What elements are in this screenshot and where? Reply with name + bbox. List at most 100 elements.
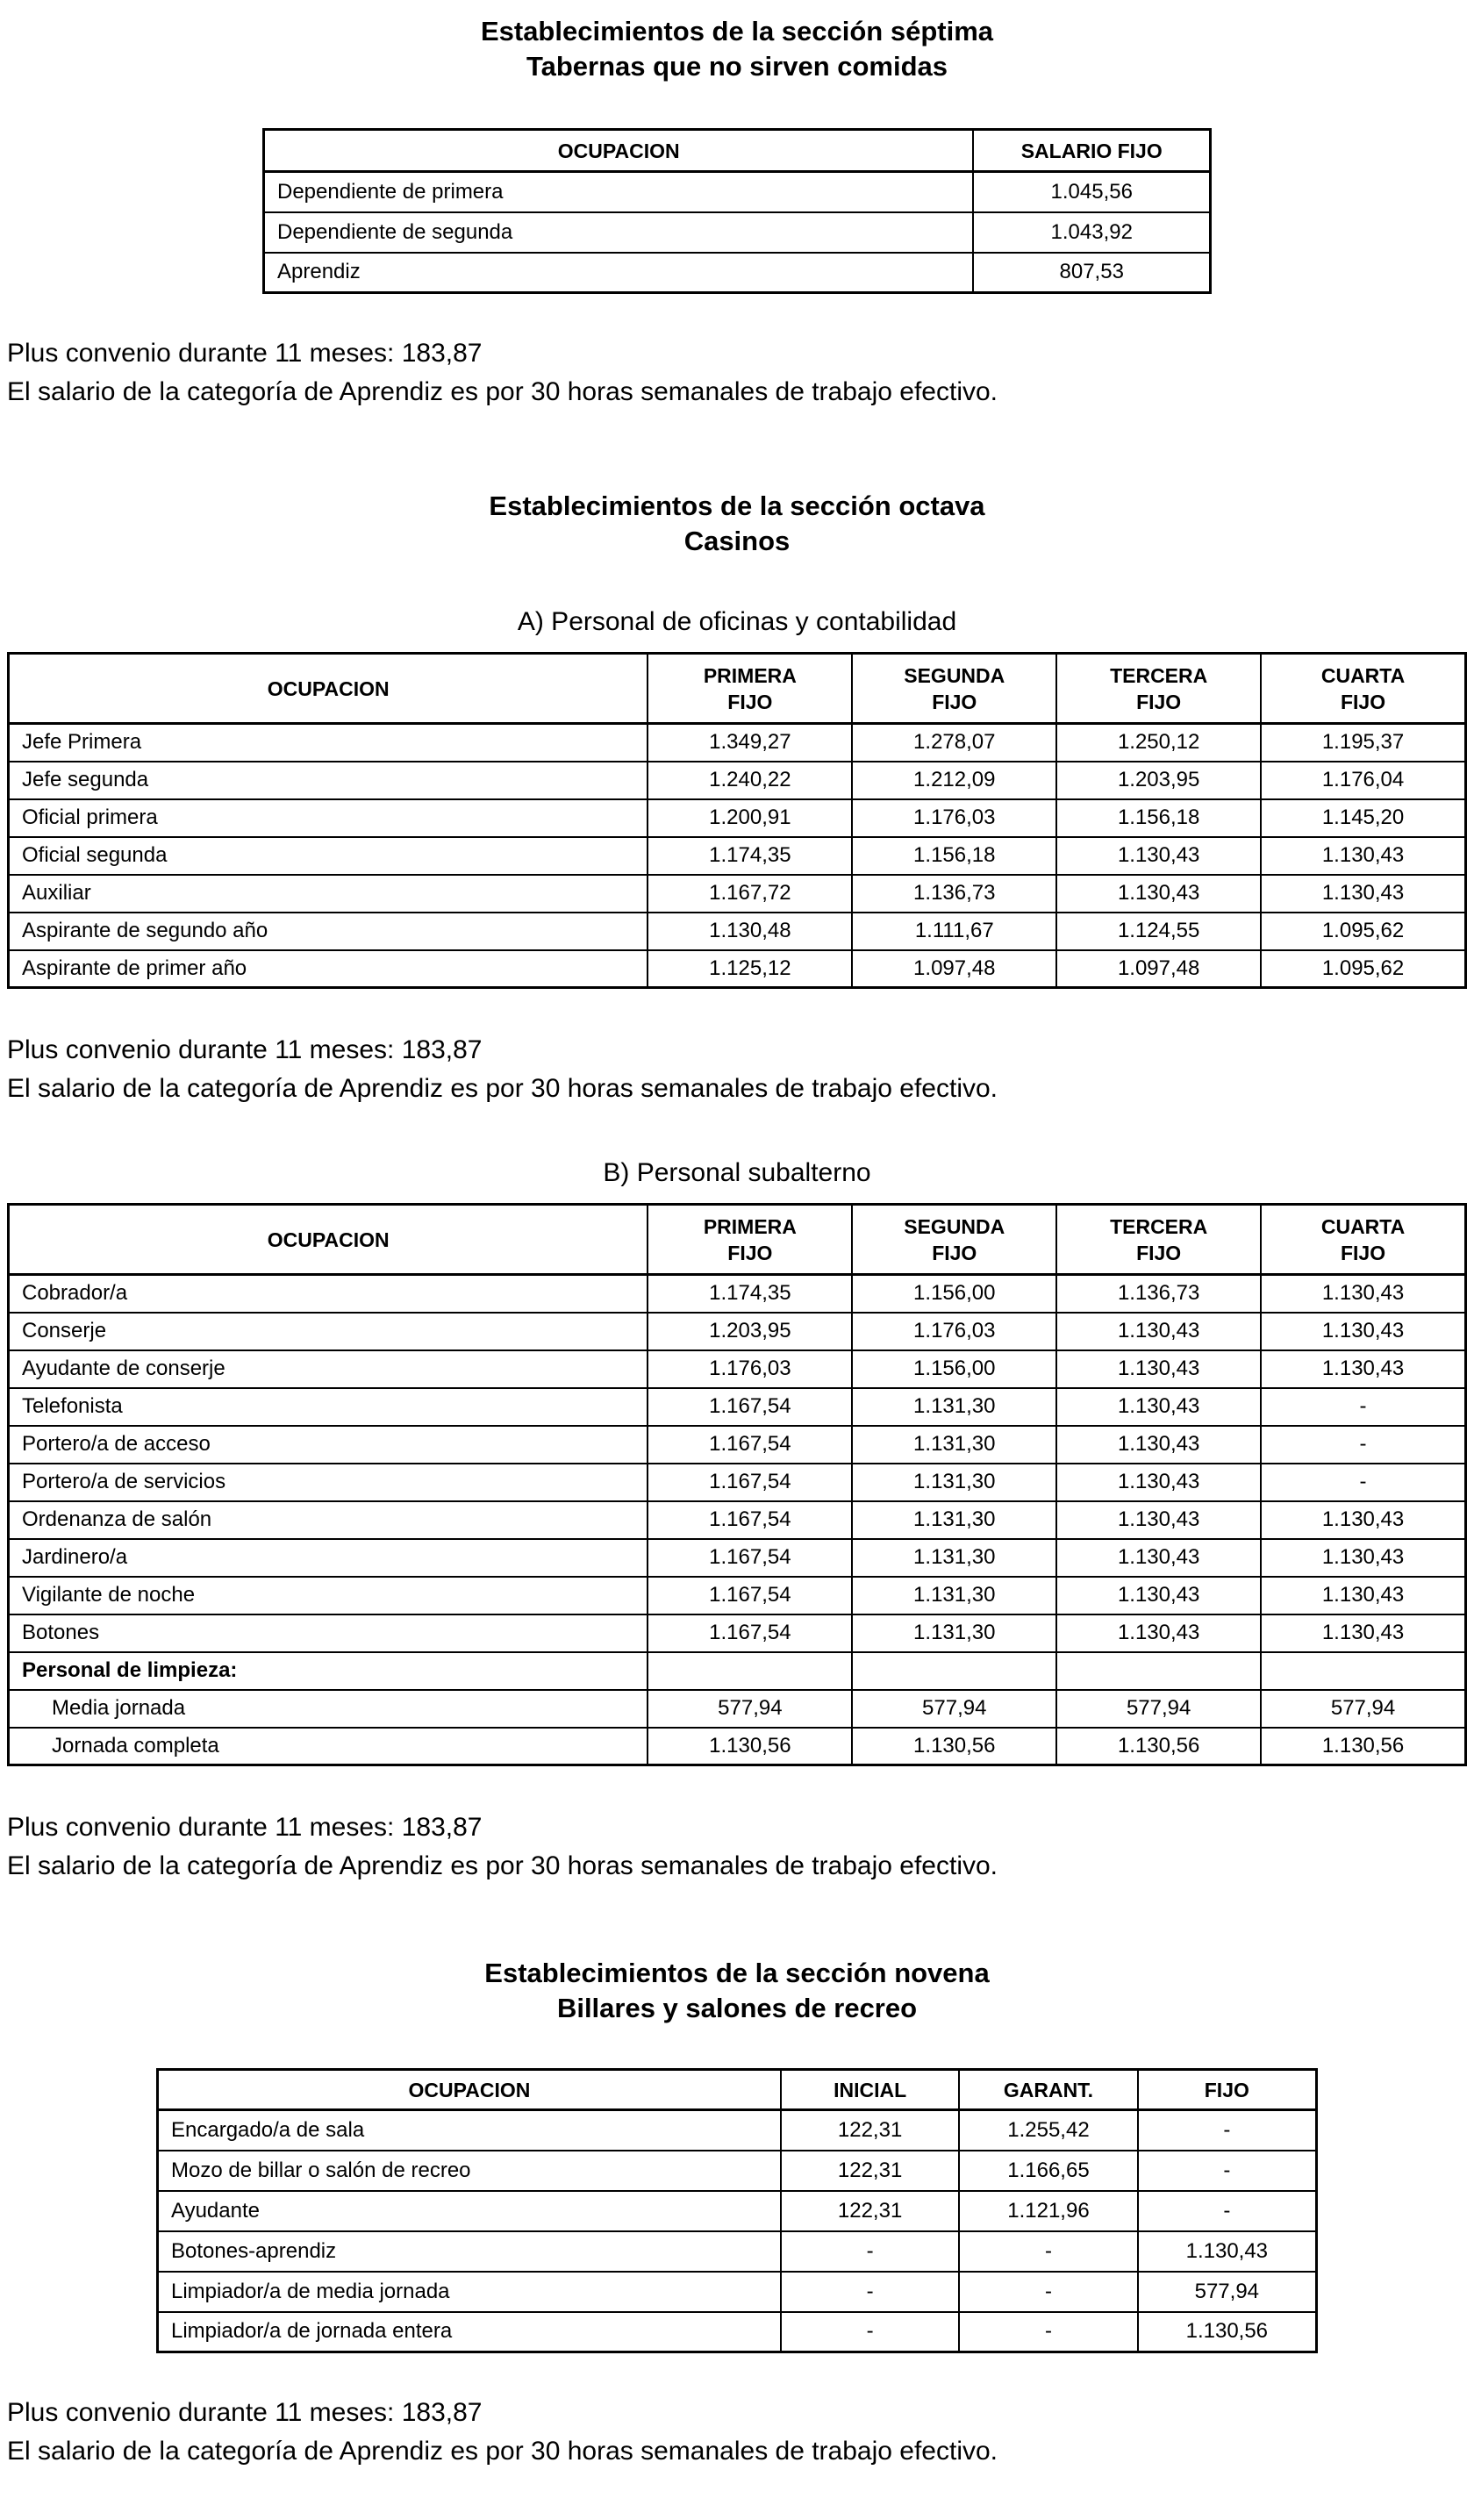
column-header: OCUPACION	[262, 128, 975, 173]
occupation-cell: Portero/a de acceso	[7, 1424, 649, 1464]
note-plus-convenio: Plus convenio durante 11 meses: 183,87	[7, 1813, 483, 1842]
value-cell: 1.130,43	[1260, 835, 1467, 876]
table-row: Auxiliar 1.167,72 1.136,73 1.130,43 1.130,43	[7, 873, 1467, 913]
value-cell: 577,94	[1136, 2270, 1318, 2313]
table-row: Limpiador/a de media jornada - -577,94	[156, 2270, 1318, 2313]
value-cell: 1.176,04	[1260, 760, 1467, 800]
table-row: Media jornada 577,94 577,94 577,94 577,94	[7, 1688, 1467, 1729]
billares-salary-table: OCUPACION INICIAL GARANT. FIJO Encargado/a d…	[156, 2068, 1318, 2353]
occupation-cell: Cobrador/a	[7, 1273, 649, 1314]
value-cell: 1.136,73	[1055, 1273, 1263, 1314]
table-row: Portero/a de servicios 1.167,54 1.131,30 1.…	[7, 1462, 1467, 1502]
value-cell	[647, 1650, 854, 1691]
value-cell: 1.167,54	[647, 1500, 854, 1540]
section9-notes: Plus convenio durante 11 meses: 183,87 E…	[0, 2394, 1474, 2471]
section7-title: Establecimientos de la sección séptima T…	[0, 14, 1474, 84]
table-row: Mozo de billar o salón de recreo 122,31 1.…	[156, 2149, 1318, 2192]
value-cell: 1.167,54	[647, 1462, 854, 1502]
value-cell: 1.130,43	[1055, 835, 1263, 876]
section7-title-line2: Tabernas que no sirven comidas	[526, 51, 948, 82]
table-row: Dependiente de segunda 1.043,92	[262, 211, 1212, 254]
occupation-cell: Jefe Primera	[7, 722, 649, 762]
value-cell: 1.167,54	[647, 1386, 854, 1427]
occupation-cell: Ordenanza de salón	[7, 1500, 649, 1540]
column-header: TERCERA FIJO	[1055, 652, 1263, 725]
value-cell	[851, 1650, 1058, 1691]
occupation-cell: Jardinero/a	[7, 1537, 649, 1578]
column-header: PRIMERA FIJO	[647, 652, 854, 725]
value-cell: 1.349,27	[647, 722, 854, 762]
section9-title: Establecimientos de la sección novena Bi…	[0, 1956, 1474, 2026]
value-cell: 1.240,22	[647, 760, 854, 800]
value-cell: 1.130,43	[1055, 1386, 1263, 1427]
note-plus-convenio: Plus convenio durante 11 meses: 183,87	[7, 339, 483, 368]
table-row: Aspirante de primer año 1.125,12 1.097,48 1…	[7, 949, 1467, 989]
value-cell: 1.200,91	[647, 798, 854, 838]
value-cell: 1.130,43	[1260, 1349, 1467, 1389]
occupation-cell: Conserje	[7, 1311, 649, 1351]
column-header: OCUPACION	[156, 2068, 782, 2111]
occupation-cell: Aspirante de primer año	[7, 949, 649, 989]
occupation-cell: Oficial primera	[7, 798, 649, 838]
value-cell: 1.130,56	[1136, 2310, 1318, 2353]
value-cell: 1.203,95	[647, 1311, 854, 1351]
value-cell: 1.167,54	[647, 1613, 854, 1653]
value-cell: 1.130,43	[1055, 1537, 1263, 1578]
value-cell: 1.130,43	[1260, 1273, 1467, 1314]
table-row: Oficial segunda 1.174,35 1.156,18 1.130,43 1…	[7, 835, 1467, 876]
value-cell: 1.156,18	[1055, 798, 1263, 838]
header-row: OCUPACION PRIMERA FIJO SEGUNDA FIJO TERCERA…	[7, 1203, 1467, 1276]
column-header: OCUPACION	[7, 652, 649, 725]
value-cell: 1.131,30	[851, 1575, 1058, 1615]
value-cell: 1.136,73	[851, 873, 1058, 913]
occupation-cell: Jefe segunda	[7, 760, 649, 800]
value-cell: 1.043,92	[972, 211, 1212, 254]
occupation-cell: Jornada completa	[7, 1726, 649, 1766]
value-cell: 1.130,56	[851, 1726, 1058, 1766]
table-row: Ayudante de conserje 1.176,03 1.156,00 1.13…	[7, 1349, 1467, 1389]
value-cell: 577,94	[1055, 1688, 1263, 1729]
column-header: FIJO	[1136, 2068, 1318, 2111]
column-header: CUARTA FIJO	[1260, 652, 1467, 725]
note-aprendiz: El salario de la categoría de Aprendiz e…	[7, 1074, 998, 1103]
value-cell: 577,94	[647, 1688, 854, 1729]
subsection-a-heading: A) Personal de oficinas y contabilidad	[517, 607, 957, 636]
table-row: Jefe Primera 1.349,27 1.278,07 1.250,12 1.19…	[7, 722, 1467, 762]
value-cell: 1.095,62	[1260, 911, 1467, 951]
occupation-cell: Auxiliar	[7, 873, 649, 913]
section8-title-line1: Establecimientos de la sección octava	[489, 490, 985, 521]
occupation-cell: Vigilante de noche	[7, 1575, 649, 1615]
occupation-cell: Ayudante de conserje	[7, 1349, 649, 1389]
value-cell: -	[1260, 1462, 1467, 1502]
value-cell: 1.167,54	[647, 1537, 854, 1578]
section8-title: Establecimientos de la sección octava Ca…	[0, 489, 1474, 559]
value-cell: 1.097,48	[851, 949, 1058, 989]
occupation-cell: Encargado/a de sala	[156, 2108, 782, 2151]
value-cell: 577,94	[1260, 1688, 1467, 1729]
value-cell: 1.130,43	[1136, 2230, 1318, 2273]
value-cell: 122,31	[779, 2189, 961, 2232]
value-cell: 1.156,00	[851, 1349, 1058, 1389]
table-row: Conserje 1.203,95 1.176,03 1.130,43 1.130,43	[7, 1311, 1467, 1351]
value-cell: -	[1260, 1424, 1467, 1464]
table-row: Jefe segunda 1.240,22 1.212,09 1.203,95 1.17…	[7, 760, 1467, 800]
value-cell: 1.130,43	[1055, 873, 1263, 913]
value-cell: 1.212,09	[851, 760, 1058, 800]
value-cell: 1.176,03	[647, 1349, 854, 1389]
value-cell: 1.167,54	[647, 1575, 854, 1615]
value-cell: -	[958, 2230, 1139, 2273]
value-cell: 1.255,42	[958, 2108, 1139, 2151]
table-row: Jardinero/a 1.167,54 1.131,30 1.130,43 1.130…	[7, 1537, 1467, 1578]
value-cell: 1.130,43	[1055, 1500, 1263, 1540]
value-cell: 1.130,48	[647, 911, 854, 951]
value-cell: 1.130,43	[1260, 1575, 1467, 1615]
value-cell: 1.121,96	[958, 2189, 1139, 2232]
section7-title-line1: Establecimientos de la sección séptima	[480, 16, 994, 47]
value-cell: 1.130,43	[1055, 1613, 1263, 1653]
value-cell: 1.130,43	[1260, 873, 1467, 913]
value-cell: 1.130,43	[1055, 1349, 1263, 1389]
value-cell: 1.130,43	[1260, 1500, 1467, 1540]
occupation-cell: Personal de limpieza:	[7, 1650, 649, 1691]
section7-notes: Plus convenio durante 11 meses: 183,87 E…	[0, 334, 1474, 412]
tabernas-salary-table: OCUPACION SALARIO FIJO Dependiente de prim…	[262, 128, 1212, 294]
